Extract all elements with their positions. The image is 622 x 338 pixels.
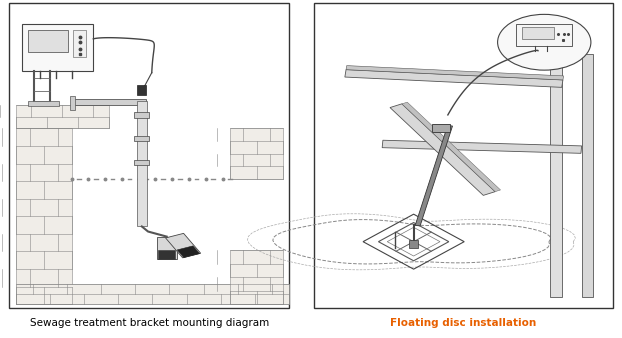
Bar bbox=[345, 70, 563, 87]
Bar bbox=[137, 84, 146, 95]
Bar bbox=[28, 101, 59, 106]
Bar bbox=[73, 30, 86, 57]
Bar bbox=[363, 214, 464, 269]
Ellipse shape bbox=[498, 15, 591, 70]
Bar bbox=[516, 24, 572, 46]
Bar bbox=[382, 140, 582, 153]
Bar bbox=[522, 27, 554, 39]
Bar bbox=[582, 54, 593, 297]
Bar bbox=[134, 136, 149, 141]
Bar bbox=[16, 284, 289, 304]
Bar bbox=[432, 124, 450, 132]
Bar bbox=[28, 30, 68, 52]
Bar bbox=[16, 105, 109, 128]
Bar bbox=[550, 54, 562, 297]
Bar bbox=[415, 125, 452, 226]
Bar bbox=[230, 128, 283, 179]
Bar bbox=[72, 99, 146, 105]
Bar bbox=[230, 250, 283, 304]
Bar bbox=[378, 222, 449, 261]
Bar bbox=[177, 246, 200, 258]
Text: Floating disc installation: Floating disc installation bbox=[390, 318, 537, 328]
Bar bbox=[137, 101, 147, 226]
Bar bbox=[390, 104, 495, 195]
Bar bbox=[165, 233, 201, 258]
Bar bbox=[158, 250, 175, 259]
Bar bbox=[134, 112, 149, 118]
Bar bbox=[134, 160, 149, 165]
Bar bbox=[409, 240, 418, 248]
Bar bbox=[388, 227, 440, 256]
Bar bbox=[16, 128, 72, 304]
Bar bbox=[346, 66, 564, 80]
Text: Sewage treatment bracket mounting diagram: Sewage treatment bracket mounting diagra… bbox=[30, 318, 269, 328]
Bar bbox=[402, 102, 501, 192]
Bar bbox=[314, 3, 613, 308]
Bar bbox=[70, 96, 75, 110]
Bar bbox=[9, 3, 289, 308]
Bar bbox=[157, 237, 177, 259]
Bar bbox=[22, 24, 93, 71]
